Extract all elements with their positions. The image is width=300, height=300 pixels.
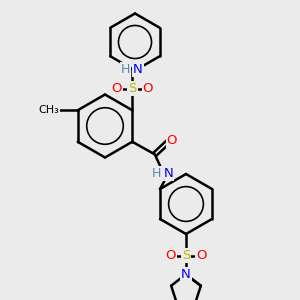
Text: S: S: [182, 249, 190, 262]
Text: CH₃: CH₃: [38, 105, 59, 115]
Text: O: O: [167, 134, 177, 147]
Text: N: N: [133, 63, 142, 76]
Text: O: O: [165, 249, 175, 262]
Text: H: H: [152, 167, 161, 180]
Text: O: O: [111, 82, 122, 95]
Text: O: O: [196, 249, 207, 262]
Text: S: S: [128, 82, 136, 95]
Text: N: N: [164, 167, 173, 180]
Text: N: N: [181, 268, 191, 281]
Text: H: H: [121, 63, 130, 76]
Text: O: O: [142, 82, 153, 95]
